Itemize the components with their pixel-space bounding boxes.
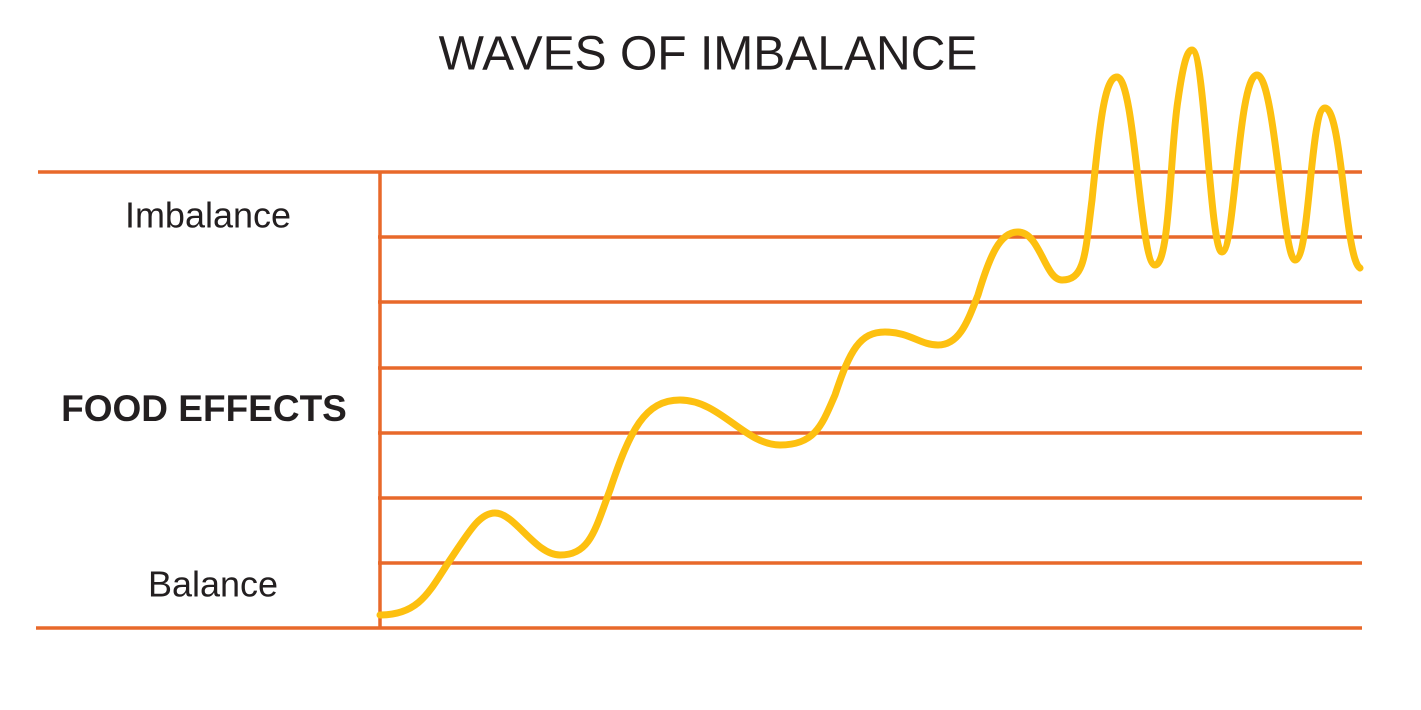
grid-lines	[36, 170, 1362, 630]
wave	[376, 46, 1364, 619]
top-label: Imbalance	[125, 195, 291, 236]
title: WAVES OF IMBALANCE	[439, 28, 978, 81]
middle-label: FOOD EFFECTS	[61, 388, 347, 429]
bottom-label: Balance	[148, 564, 278, 605]
